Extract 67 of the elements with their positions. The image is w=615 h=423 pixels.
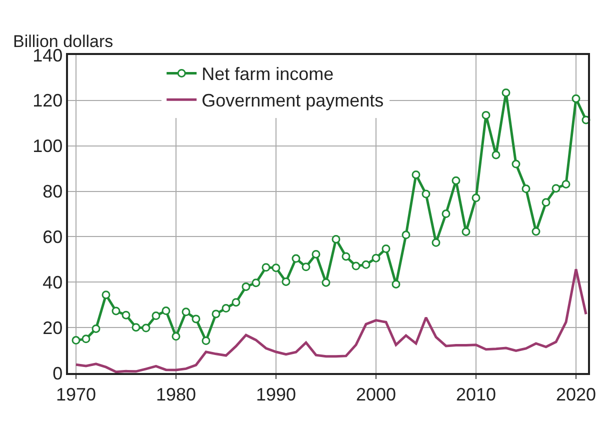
point: [442, 210, 450, 218]
point: [562, 180, 570, 188]
point: [262, 263, 270, 272]
x-tick-label: 1970: [56, 384, 96, 404]
point: [82, 334, 90, 344]
point: [282, 277, 290, 286]
point: [92, 324, 100, 333]
point: [102, 290, 110, 300]
x-tick-label: 1990: [256, 384, 296, 404]
point: [152, 312, 160, 320]
point: [212, 310, 220, 318]
point: [272, 264, 280, 272]
point: [362, 260, 370, 269]
y-tick-label: 20: [42, 318, 63, 338]
point: [532, 227, 540, 236]
point: [112, 306, 120, 316]
x-tick-label: 2010: [456, 384, 496, 404]
point: [382, 244, 390, 253]
point: [432, 238, 440, 247]
point: [72, 336, 80, 345]
point: [572, 94, 580, 103]
point: [162, 306, 170, 316]
y-tick-label: 60: [42, 227, 63, 248]
y-tick-label: 80: [42, 182, 63, 202]
point: [322, 278, 330, 287]
x-tick-label: 1980: [156, 384, 196, 404]
y-tick-label: 100: [32, 136, 63, 156]
line-series: [74, 268, 588, 373]
point: [542, 198, 550, 207]
point: [142, 324, 150, 332]
point: [502, 88, 510, 97]
point: [452, 176, 460, 185]
y-tick-label: 40: [42, 272, 63, 292]
point: [172, 332, 180, 341]
point: [372, 254, 380, 262]
point: [192, 314, 200, 324]
point: [132, 323, 140, 332]
point: [512, 160, 520, 168]
point: [232, 298, 240, 307]
point: [472, 194, 480, 202]
point: [422, 190, 430, 198]
point: [182, 308, 190, 316]
point: [222, 304, 230, 313]
point: [302, 262, 310, 272]
y-tick-label: 120: [32, 90, 63, 111]
point: [342, 252, 350, 261]
point: [292, 254, 300, 263]
x-tick-label: 2000: [356, 384, 396, 404]
point: [312, 250, 320, 258]
point: [522, 184, 530, 194]
legend-label: Government payments: [202, 90, 384, 111]
point: [242, 282, 250, 291]
y-tick-label: 0: [52, 363, 63, 384]
point: [392, 280, 400, 288]
legend-label: Net farm income: [202, 64, 334, 84]
point: [492, 150, 500, 160]
point: [402, 230, 410, 240]
point: [252, 278, 260, 288]
point: [552, 184, 560, 193]
point: [462, 227, 470, 236]
x-tick-label: 2020: [556, 384, 596, 404]
point: [412, 170, 420, 179]
point: [202, 336, 210, 345]
point: [482, 110, 490, 120]
point: [122, 310, 130, 320]
point: [352, 262, 360, 270]
point: [332, 234, 340, 244]
